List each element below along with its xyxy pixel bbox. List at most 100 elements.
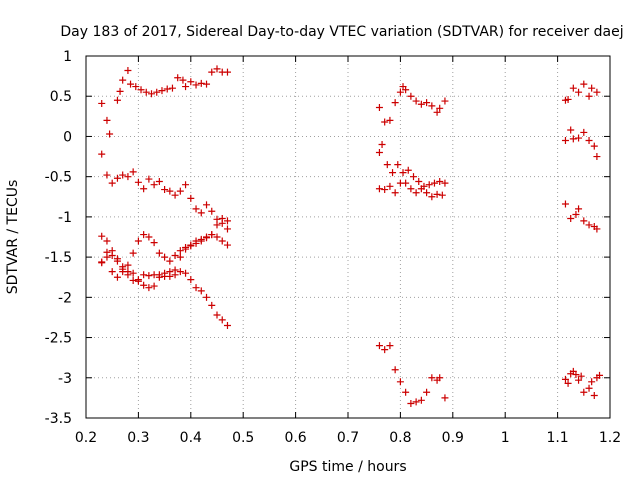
data-point [402,388,410,396]
series-sat-h [375,179,446,201]
y-axis-label: SDTVAR / TECUs [5,180,21,295]
data-point [150,271,158,279]
data-point [187,276,195,284]
data-point [577,372,585,380]
data-point [580,80,588,88]
data-point [119,76,127,84]
data-point [137,86,145,94]
data-point [155,273,163,281]
data-point [187,241,195,249]
data-point [150,282,158,290]
data-point [182,243,190,251]
x-tick-label: 0.8 [389,430,411,446]
data-point [98,150,106,158]
data-point [208,301,216,309]
data-point [423,99,431,107]
data-point [176,253,184,261]
data-point [417,100,425,108]
data-point [213,221,221,229]
data-point [580,388,588,396]
data-point [179,76,187,84]
data-point [158,87,166,95]
data-point [567,214,575,222]
data-point [593,153,601,161]
y-tick-label: -0.5 [45,170,72,186]
data-point [412,189,420,197]
data-point [192,205,200,213]
data-point [192,284,200,292]
data-point [161,253,169,261]
data-point [580,217,588,225]
data-point [134,178,142,186]
data-point [150,181,158,189]
x-tick-labels: 0.2 0.3 0.4 0.5 0.6 0.7 0.8 0.9 1 1.1 1.2 [75,430,621,446]
data-point [148,90,155,98]
data-point [436,104,444,112]
data-point [389,169,397,177]
data-point [575,205,583,213]
data-point [407,400,415,408]
series-sat-a [98,65,231,138]
data-point [213,65,221,73]
data-point [575,88,583,96]
y-tick-label: 1 [63,49,72,65]
data-point [113,257,121,265]
data-point [213,311,221,319]
data-point [569,135,577,143]
data-point [208,68,216,76]
data-point [108,179,116,187]
data-point [161,269,169,277]
y-tick-label: -1 [58,210,72,226]
data-point [585,384,593,392]
data-point [396,378,404,386]
data-point [386,182,394,190]
x-tick-label: 0.4 [180,430,202,446]
data-point [187,194,195,202]
y-tick-label: -2 [58,290,72,306]
data-point [223,321,231,329]
data-point [428,374,436,382]
x-tick-label: 0.9 [442,430,464,446]
data-point [407,185,415,193]
y-tick-label: 0.5 [50,89,72,105]
series-sat-g [375,140,449,190]
data-point [166,272,174,280]
data-point [386,342,394,350]
data-point [433,108,441,116]
data-point [561,136,569,144]
data-point [441,179,449,187]
data-point [98,258,106,266]
data-point [585,221,593,229]
data-point [428,193,436,201]
data-point [391,366,399,374]
data-point [575,134,583,142]
data-point [174,74,182,82]
series-sat-d [98,248,231,329]
data-point [423,388,431,396]
data-point [127,80,135,88]
data-point [223,217,231,225]
data-point [590,391,598,399]
data-point [166,187,174,195]
data-point [208,231,216,239]
data-point [567,126,575,134]
data-point [436,177,444,185]
data-point [203,293,211,301]
data-point [223,225,231,233]
data-point [129,168,137,176]
data-point [412,97,420,105]
data-point [171,191,179,199]
data-point [412,398,420,406]
data-point [569,84,577,92]
data-point [134,276,142,284]
data-point [375,103,383,111]
data-point [402,86,410,94]
data-point [203,233,211,241]
data-point [192,237,200,245]
y-tick-label: 0 [63,129,72,145]
data-point [103,171,111,179]
data-point [113,273,121,281]
data-point [134,237,142,245]
data-point [153,88,161,96]
data-point [580,128,588,136]
